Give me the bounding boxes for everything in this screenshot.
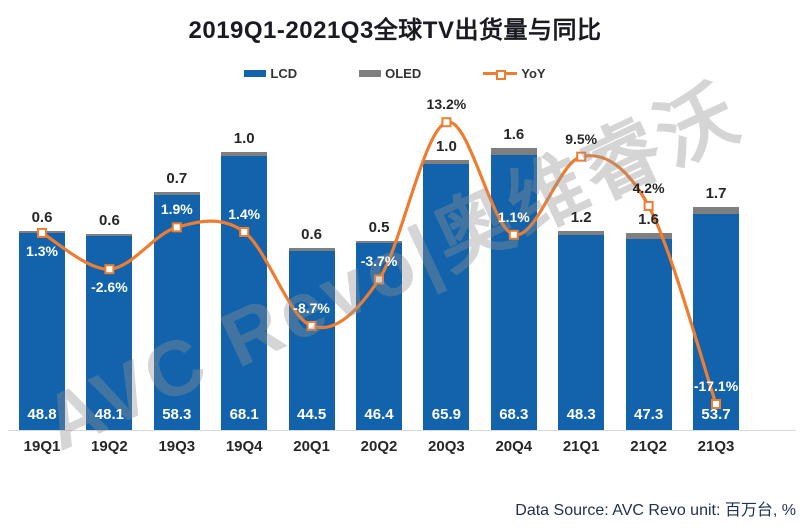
lcd-value-label: 65.9 [431,406,461,423]
oled-value-label: 0.6 [301,226,323,244]
yoy-value-label: 1.3% [26,242,58,259]
legend-item-lcd: LCD [244,66,297,81]
bar-oled-20Q2 [356,240,402,243]
x-axis-label: 19Q2 [91,438,128,455]
oled-value-label: 1.0 [233,129,255,147]
x-axis-label: 21Q3 [697,438,735,455]
bar-oled-19Q3 [153,192,200,196]
bar-oled-20Q4 [490,148,537,155]
bar-oled-21Q1 [558,230,605,236]
yoy-value-label: 9.5% [565,130,598,147]
bar-oled-21Q2 [625,232,672,240]
lcd-value-label: 48.1 [94,406,124,423]
bar-lcd-19Q1 [19,233,65,430]
lcd-value-label: 68.1 [229,406,259,423]
bar-lcd-20Q2 [356,243,402,430]
bar-lcd-20Q3 [423,164,470,430]
oled-value-label: 0.6 [31,208,53,226]
legend-item-yoy: YoY [483,66,546,81]
lcd-value-label: 48.3 [566,406,596,423]
x-axis-label: 20Q2 [360,438,398,455]
yoy-value-label: 4.2% [632,179,665,196]
yoy-marker [171,222,182,233]
lcd-value-label: 68.3 [499,406,529,423]
yoy-marker [239,226,250,237]
oled-value-label: 1.6 [638,210,660,228]
bar-oled-20Q1 [288,248,335,251]
bar-lcd-19Q4 [221,155,268,430]
x-axis-label: 20Q3 [428,438,465,455]
x-axis-line [8,430,796,431]
yoy-marker [643,200,654,211]
yoy-line-marker-icon [483,70,518,80]
yoy-marker [37,227,47,238]
bar-lcd-20Q4 [490,154,537,430]
yoy-value-label: -2.6% [91,279,128,296]
oled-value-label: 1.2 [570,208,592,226]
x-axis-label: 19Q3 [158,438,196,455]
yoy-value-label: -17.1% [693,378,739,395]
yoy-marker [441,117,452,128]
yoy-value-label: 1.9% [160,201,193,218]
bar-lcd-20Q1 [288,250,335,430]
legend-label-oled: OLED [385,66,422,81]
x-axis-label: 21Q1 [562,438,600,455]
yoy-value-label: 1.4% [228,205,261,222]
legend-label-lcd: LCD [270,66,298,81]
yoy-marker [508,229,519,240]
lcd-value-label: 48.8 [27,406,57,423]
bar-lcd-21Q2 [625,239,672,430]
yoy-value-label: 13.2% [426,96,467,113]
lcd-value-label: 53.7 [701,406,731,423]
yoy-marker [306,320,317,331]
oled-value-label: 0.5 [368,218,390,236]
bar-lcd-21Q1 [558,235,605,430]
oled-value-label: 0.7 [166,170,188,188]
yoy-marker [711,399,721,410]
data-source-note: Data Source: AVC Revo unit: 百万台, % [515,502,796,519]
legend-item-oled: OLED [359,66,421,81]
legend: LCD OLED YoY [0,66,790,81]
oled-value-label: 0.6 [98,211,120,229]
oled-value-label: 1.7 [705,184,727,202]
bar-oled-19Q4 [221,151,268,156]
chart-title: 2019Q1-2021Q3全球TV出货量与同比 [188,17,602,44]
yoy-marker [576,151,587,162]
x-axis-label: 19Q1 [23,438,61,455]
x-axis-label: 19Q4 [225,438,263,455]
x-axis-label: 20Q4 [495,438,533,455]
yoy-marker [104,264,115,275]
x-axis-label: 21Q2 [630,438,667,455]
bar-oled-21Q3 [693,206,739,214]
yoy-value-label: 1.1% [497,208,530,225]
oled-value-label: 1.0 [435,138,457,156]
lcd-value-label: 46.4 [364,406,394,423]
lcd-value-label: 44.5 [296,406,327,423]
bar-oled-20Q3 [423,160,470,165]
lcd-value-label: 47.3 [633,406,664,423]
oled-swatch-icon [359,70,382,77]
yoy-value-label: -3.7% [360,253,398,270]
yoy-value-label: -8.7% [293,299,330,316]
legend-label-yoy: YoY [521,66,546,81]
bar-oled-19Q2 [86,233,133,237]
bar-lcd-21Q3 [693,213,739,430]
oled-value-label: 1.6 [503,126,525,144]
lcd-swatch-icon [244,70,267,77]
x-axis-label: 20Q1 [293,438,330,455]
yoy-marker [374,274,384,285]
lcd-value-label: 58.3 [162,406,192,423]
